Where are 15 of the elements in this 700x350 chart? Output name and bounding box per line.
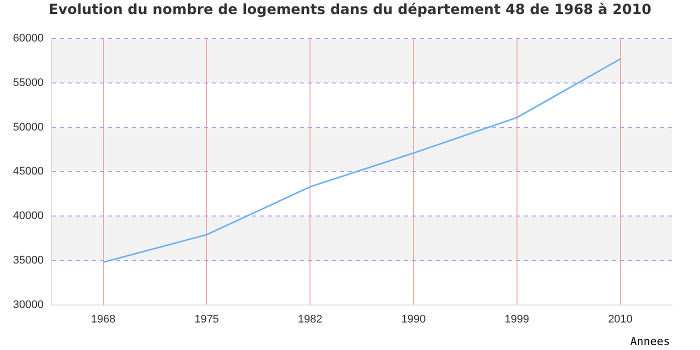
x-tick-label: 1999	[504, 313, 530, 326]
x-axis-title: Annees	[630, 335, 670, 348]
x-tick-label: 1968	[91, 313, 116, 326]
x-tick-label: 2010	[608, 313, 633, 326]
y-tick-label: 35000	[12, 254, 44, 266]
x-tick-label: 1990	[401, 313, 426, 326]
x-tick-label: 1982	[298, 313, 322, 326]
y-tick-label: 60000	[12, 32, 44, 45]
x-tick-label: 1975	[194, 313, 219, 326]
y-tick-label: 40000	[12, 210, 44, 222]
y-tick-label: 30000	[12, 298, 44, 311]
y-tick-label: 50000	[12, 121, 44, 134]
chart-title: Evolution du nombre de logements dans du département 48 de 1968 à 2010	[48, 2, 652, 18]
y-tick-label: 45000	[12, 166, 44, 178]
y-tick-label: 55000	[12, 77, 44, 89]
